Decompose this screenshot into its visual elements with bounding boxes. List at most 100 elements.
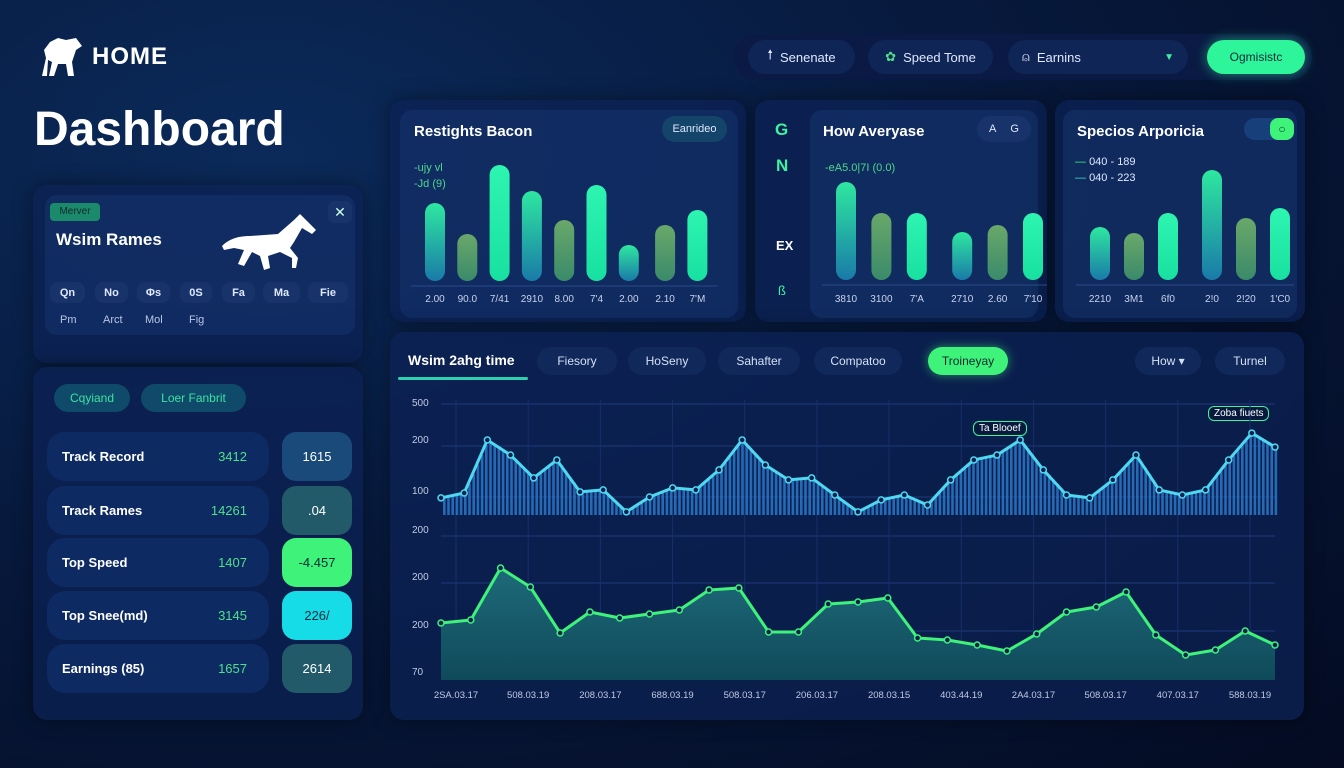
chip[interactable]: Ma bbox=[263, 282, 300, 303]
bar bbox=[871, 213, 892, 280]
turnel-button[interactable]: Turnel bbox=[1215, 347, 1285, 375]
sub-label: Arct bbox=[103, 314, 123, 326]
area-bar bbox=[1257, 436, 1261, 515]
bar-x-label: 3100 bbox=[870, 294, 893, 305]
side-icon-n[interactable]: N bbox=[776, 156, 789, 175]
side-icon-g[interactable]: G bbox=[775, 120, 789, 139]
stat-row[interactable]: Top Snee(md) 3145 bbox=[47, 591, 269, 640]
chart-toggle[interactable]: ○ bbox=[1244, 118, 1294, 140]
speed-series-point bbox=[668, 484, 677, 492]
arrow-up-icon: 🠕 bbox=[767, 47, 773, 62]
chart-filter-button[interactable]: Eanrideo bbox=[662, 116, 727, 142]
bar bbox=[521, 191, 542, 281]
toggle-g[interactable]: G bbox=[1010, 123, 1019, 135]
topbar-item-speed-tome[interactable]: ✿ Speed Tome bbox=[868, 40, 993, 74]
bar-x-label: 2910 bbox=[520, 294, 544, 305]
speed-series-point bbox=[529, 474, 538, 482]
page-title: Dashboard bbox=[34, 103, 285, 156]
area-bar bbox=[720, 468, 723, 515]
chip[interactable]: Fie bbox=[308, 282, 348, 303]
cqyiand-button[interactable]: Cqyiand bbox=[54, 384, 130, 412]
earnings-series-point bbox=[526, 583, 535, 591]
stat-badge: .04 bbox=[282, 486, 352, 535]
area-bar bbox=[644, 500, 648, 515]
area-bar bbox=[648, 497, 652, 515]
area-bar bbox=[947, 483, 950, 515]
earnings-series-point bbox=[824, 600, 832, 608]
side-icon-b[interactable]: ß bbox=[778, 283, 786, 298]
area-bar bbox=[489, 441, 492, 515]
close-icon[interactable]: ✕ bbox=[328, 201, 352, 223]
area-bar bbox=[1123, 468, 1126, 515]
earnings-dropdown[interactable]: ⍝ Earnins ▼ bbox=[1008, 40, 1188, 74]
bar-x-label: 6f0 bbox=[1161, 294, 1175, 305]
chart-title-tab[interactable]: Wsim 2ahg time bbox=[408, 352, 515, 368]
area-bar bbox=[686, 489, 690, 515]
speed-series-point bbox=[807, 474, 816, 482]
stat-row[interactable]: Track Record 3412 bbox=[47, 432, 269, 481]
area-bar bbox=[1031, 453, 1034, 515]
loer-fanbrit-button[interactable]: Loer Fanbrit bbox=[141, 384, 246, 412]
topbar-item-senenate[interactable]: 🠕 Senenate bbox=[748, 40, 855, 74]
area-bar bbox=[539, 473, 543, 515]
chip[interactable]: Qn bbox=[50, 282, 85, 303]
tab[interactable]: Fiesory bbox=[537, 347, 617, 375]
how-dropdown[interactable]: How ▾ bbox=[1135, 347, 1201, 375]
area-bar bbox=[1262, 439, 1265, 515]
label: Earnins bbox=[1036, 49, 1081, 65]
area-bar bbox=[1253, 434, 1257, 515]
toggle-a[interactable]: A bbox=[989, 123, 997, 135]
earnings-series-point bbox=[675, 606, 684, 614]
area-bar bbox=[959, 472, 963, 515]
chip[interactable]: No bbox=[95, 282, 128, 303]
area-bar bbox=[1005, 449, 1009, 515]
chip[interactable]: Φs bbox=[137, 282, 170, 303]
area-bar bbox=[716, 472, 719, 515]
stat-row[interactable]: Earnings (85) 1657 bbox=[47, 644, 269, 693]
x-tick-label: 407.03.17 bbox=[1156, 690, 1199, 701]
bar bbox=[1236, 218, 1256, 280]
area-bar bbox=[653, 495, 656, 515]
tab[interactable]: Sahafter bbox=[718, 347, 800, 375]
y-tick-label: 70 bbox=[412, 667, 424, 678]
area-bar bbox=[741, 441, 744, 515]
tab[interactable]: Troineyay bbox=[928, 347, 1008, 375]
area-bar bbox=[640, 502, 643, 515]
area-bar bbox=[989, 456, 992, 515]
y-tick-label: 200 bbox=[412, 525, 429, 536]
area-bar bbox=[1085, 497, 1089, 515]
earnings-series-area bbox=[441, 568, 1275, 680]
chip[interactable]: Fa bbox=[222, 282, 255, 303]
area-bar bbox=[900, 495, 904, 515]
leaf-icon: ✿ bbox=[885, 49, 897, 64]
area-bar bbox=[1169, 492, 1173, 515]
earnings-series-point bbox=[437, 619, 445, 627]
area-bar bbox=[1060, 488, 1063, 515]
area-bar bbox=[1127, 464, 1131, 515]
area-bar bbox=[968, 464, 971, 515]
bar bbox=[1158, 213, 1178, 280]
area-bar bbox=[951, 479, 954, 515]
tab[interactable]: Compatoo bbox=[814, 347, 902, 375]
speed-series-point bbox=[877, 496, 885, 504]
area-bar bbox=[934, 497, 937, 515]
bar-x-label: 1'C0 bbox=[1269, 294, 1291, 305]
speed-series-point bbox=[993, 451, 1001, 459]
optimistic-button[interactable]: Ogmisistc bbox=[1207, 40, 1305, 74]
stat-row[interactable]: Top Speed 1407 bbox=[47, 538, 269, 587]
area-bar bbox=[1064, 492, 1068, 515]
logo[interactable]: HOME bbox=[36, 36, 168, 78]
side-icon-ex[interactable]: EX bbox=[776, 238, 794, 253]
y-tick-label: 100 bbox=[412, 486, 429, 497]
speed-series-point bbox=[761, 461, 770, 469]
earnings-series-point bbox=[794, 628, 803, 636]
earnings-series-point bbox=[705, 586, 713, 594]
area-bar bbox=[1140, 461, 1143, 515]
stat-row[interactable]: Track Rames 14261 bbox=[47, 486, 269, 535]
x-tick-label: 588.03.19 bbox=[1228, 690, 1272, 701]
stat-label: Track Record bbox=[62, 449, 145, 464]
tab[interactable]: HoSeny bbox=[628, 347, 706, 375]
legend-item: — 040 - 189 bbox=[1075, 156, 1136, 168]
chip[interactable]: 0S bbox=[180, 282, 212, 303]
